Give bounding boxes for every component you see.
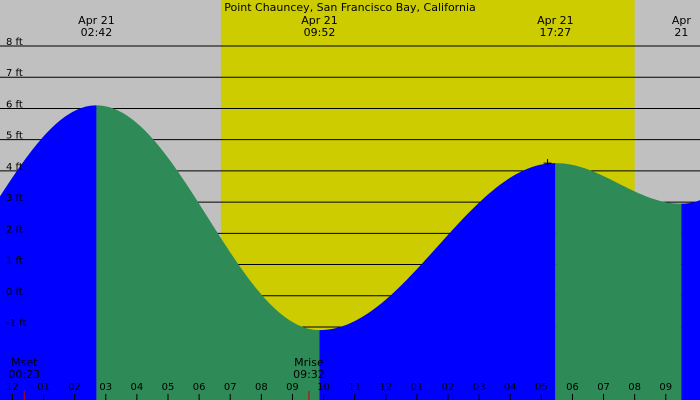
rising-tide-area xyxy=(681,200,700,400)
hour-label: 06 xyxy=(193,382,206,393)
extreme-date-label: Apr 21 xyxy=(78,14,115,27)
falling-tide-area xyxy=(96,105,320,400)
extreme-time-label: 09:52 xyxy=(304,26,336,39)
hour-label: 10 xyxy=(317,382,330,393)
hour-label: 05 xyxy=(162,382,175,393)
extreme-date-label: Apr 21 xyxy=(301,14,338,27)
falling-tide-area xyxy=(555,163,682,400)
y-tick-label: 0 ft xyxy=(6,287,23,298)
moon-event-label: Mset xyxy=(11,356,38,369)
rising-tide-area xyxy=(0,105,97,400)
x-axis-hour-labels: 1120102030405060708091011120102030405060… xyxy=(6,382,672,400)
hour-label: 03 xyxy=(99,382,112,393)
extreme-time-label: 17:27 xyxy=(539,26,571,39)
plus-marker xyxy=(543,159,552,168)
hour-label: 11 xyxy=(348,382,361,393)
moon-event-time: 09:32 xyxy=(293,368,325,381)
extreme-time-label: 21 xyxy=(674,26,688,39)
hour-label: 01 xyxy=(411,382,424,393)
hour-label: 08 xyxy=(628,382,641,393)
extreme-time-label: 02:42 xyxy=(81,26,113,39)
y-tick-label: 3 ft xyxy=(6,193,23,204)
y-axis-labels: 8 ft 7 ft 6 ft 5 ft 4 ft 3 ft 2 ft 1 ft 0 ft -1 f… xyxy=(6,37,26,329)
hour-label: 08 xyxy=(255,382,268,393)
hour-label: 12 xyxy=(379,382,392,393)
hour-label: 04 xyxy=(131,382,144,393)
tide-area-layer xyxy=(0,105,700,400)
hour-label: 02 xyxy=(442,382,455,393)
y-tick-label: 5 ft xyxy=(6,131,23,142)
chart-title: Point Chauncey, San Francisco Bay, Calif… xyxy=(224,1,476,14)
hour-label: 05 xyxy=(535,382,548,393)
y-tick-label: 2 ft xyxy=(6,224,23,235)
y-tick-label: 1 ft xyxy=(6,256,23,267)
y-tick-label: 7 ft xyxy=(6,68,23,79)
y-tick-label: 6 ft xyxy=(6,99,23,110)
hour-label: 07 xyxy=(224,382,237,393)
hour-label: 12 xyxy=(6,382,19,393)
hour-label: 07 xyxy=(597,382,610,393)
hour-label: 04 xyxy=(504,382,517,393)
moon-event-label: Mrise xyxy=(294,356,324,369)
y-tick-label: -1 ft xyxy=(6,318,26,329)
hour-label: 01 xyxy=(37,382,50,393)
y-tick-label: 8 ft xyxy=(6,37,23,48)
hour-label: 02 xyxy=(68,382,81,393)
extreme-date-label: Apr xyxy=(672,14,692,27)
hour-label: 03 xyxy=(473,382,486,393)
moon-event-time: 00:23 xyxy=(8,368,40,381)
rising-tide-area xyxy=(319,163,556,400)
hour-label: 06 xyxy=(566,382,579,393)
hour-label: 09 xyxy=(659,382,672,393)
hour-label: 09 xyxy=(286,382,299,393)
y-tick-label: 4 ft xyxy=(6,162,23,173)
extreme-date-label: Apr 21 xyxy=(537,14,574,27)
